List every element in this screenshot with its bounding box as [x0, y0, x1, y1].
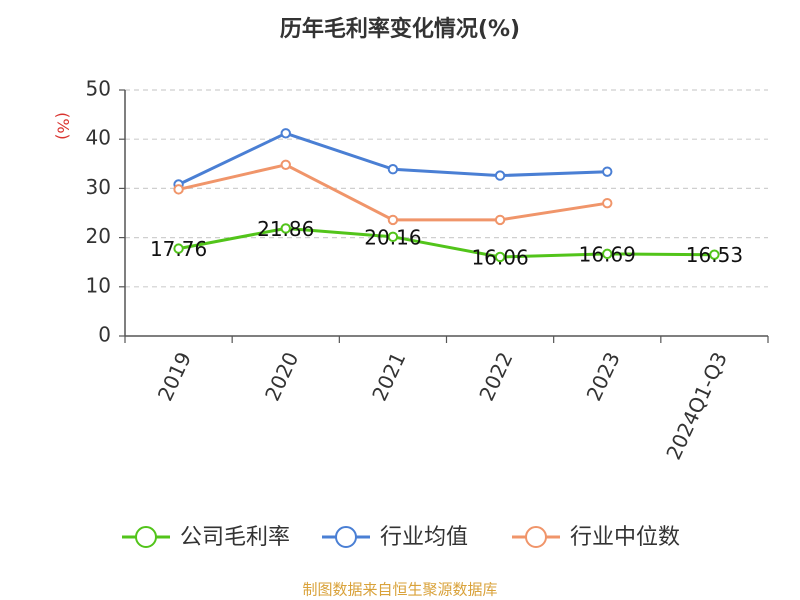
data-label: 16.69	[579, 242, 636, 266]
data-point	[602, 197, 613, 209]
data-point	[280, 223, 291, 234]
data-point	[494, 251, 506, 263]
legend-marker	[525, 526, 547, 548]
y-tick-label: 20	[86, 224, 111, 248]
legend-item: 公司毛利率	[122, 525, 290, 550]
x-tick-label: 2022	[474, 348, 517, 404]
y-tick-label: 0	[98, 323, 111, 347]
data-point	[280, 159, 291, 170]
data-point	[494, 214, 506, 226]
data-point	[494, 170, 506, 181]
x-tick-label: 2019	[153, 348, 196, 404]
data-label: 16.53	[686, 243, 743, 267]
x-tick-label: 2020	[260, 348, 303, 404]
data-point	[173, 243, 184, 254]
data-point	[602, 248, 613, 260]
data-point	[387, 164, 399, 175]
data-point	[387, 231, 399, 243]
data-point	[602, 166, 613, 177]
chart-title: 历年毛利率变化情况(%)	[280, 16, 520, 42]
series-line	[177, 131, 609, 186]
legend-label: 行业中位数	[570, 525, 680, 550]
data-point	[387, 214, 399, 226]
legend-item: 行业均值	[322, 525, 468, 550]
x-tick-label: 2024Q1-Q3	[661, 348, 732, 463]
series-line	[177, 226, 716, 259]
x-tick-label: 2021	[367, 348, 410, 404]
y-tick-label: 40	[86, 126, 111, 150]
data-label: 16.06	[471, 245, 528, 269]
x-tick-label: 2023	[582, 348, 625, 404]
legend-label: 行业均值	[380, 525, 468, 550]
y-axis-label: (%)	[54, 112, 73, 140]
y-tick-label: 30	[86, 175, 111, 199]
data-label: 21.86	[257, 217, 314, 241]
y-tick-label: 10	[86, 273, 111, 297]
data-label: 20.16	[364, 225, 421, 249]
legend-item: 行业中位数	[512, 525, 680, 550]
source-note: 制图数据来自恒生聚源数据库	[302, 581, 497, 599]
legend-marker	[335, 526, 357, 548]
data-point	[709, 249, 720, 260]
legend-marker	[135, 526, 157, 548]
data-label: 17.76	[150, 237, 207, 261]
y-tick-label: 50	[86, 77, 111, 101]
legend-label: 公司毛利率	[180, 525, 290, 550]
data-point	[173, 184, 184, 195]
data-point	[280, 128, 291, 139]
